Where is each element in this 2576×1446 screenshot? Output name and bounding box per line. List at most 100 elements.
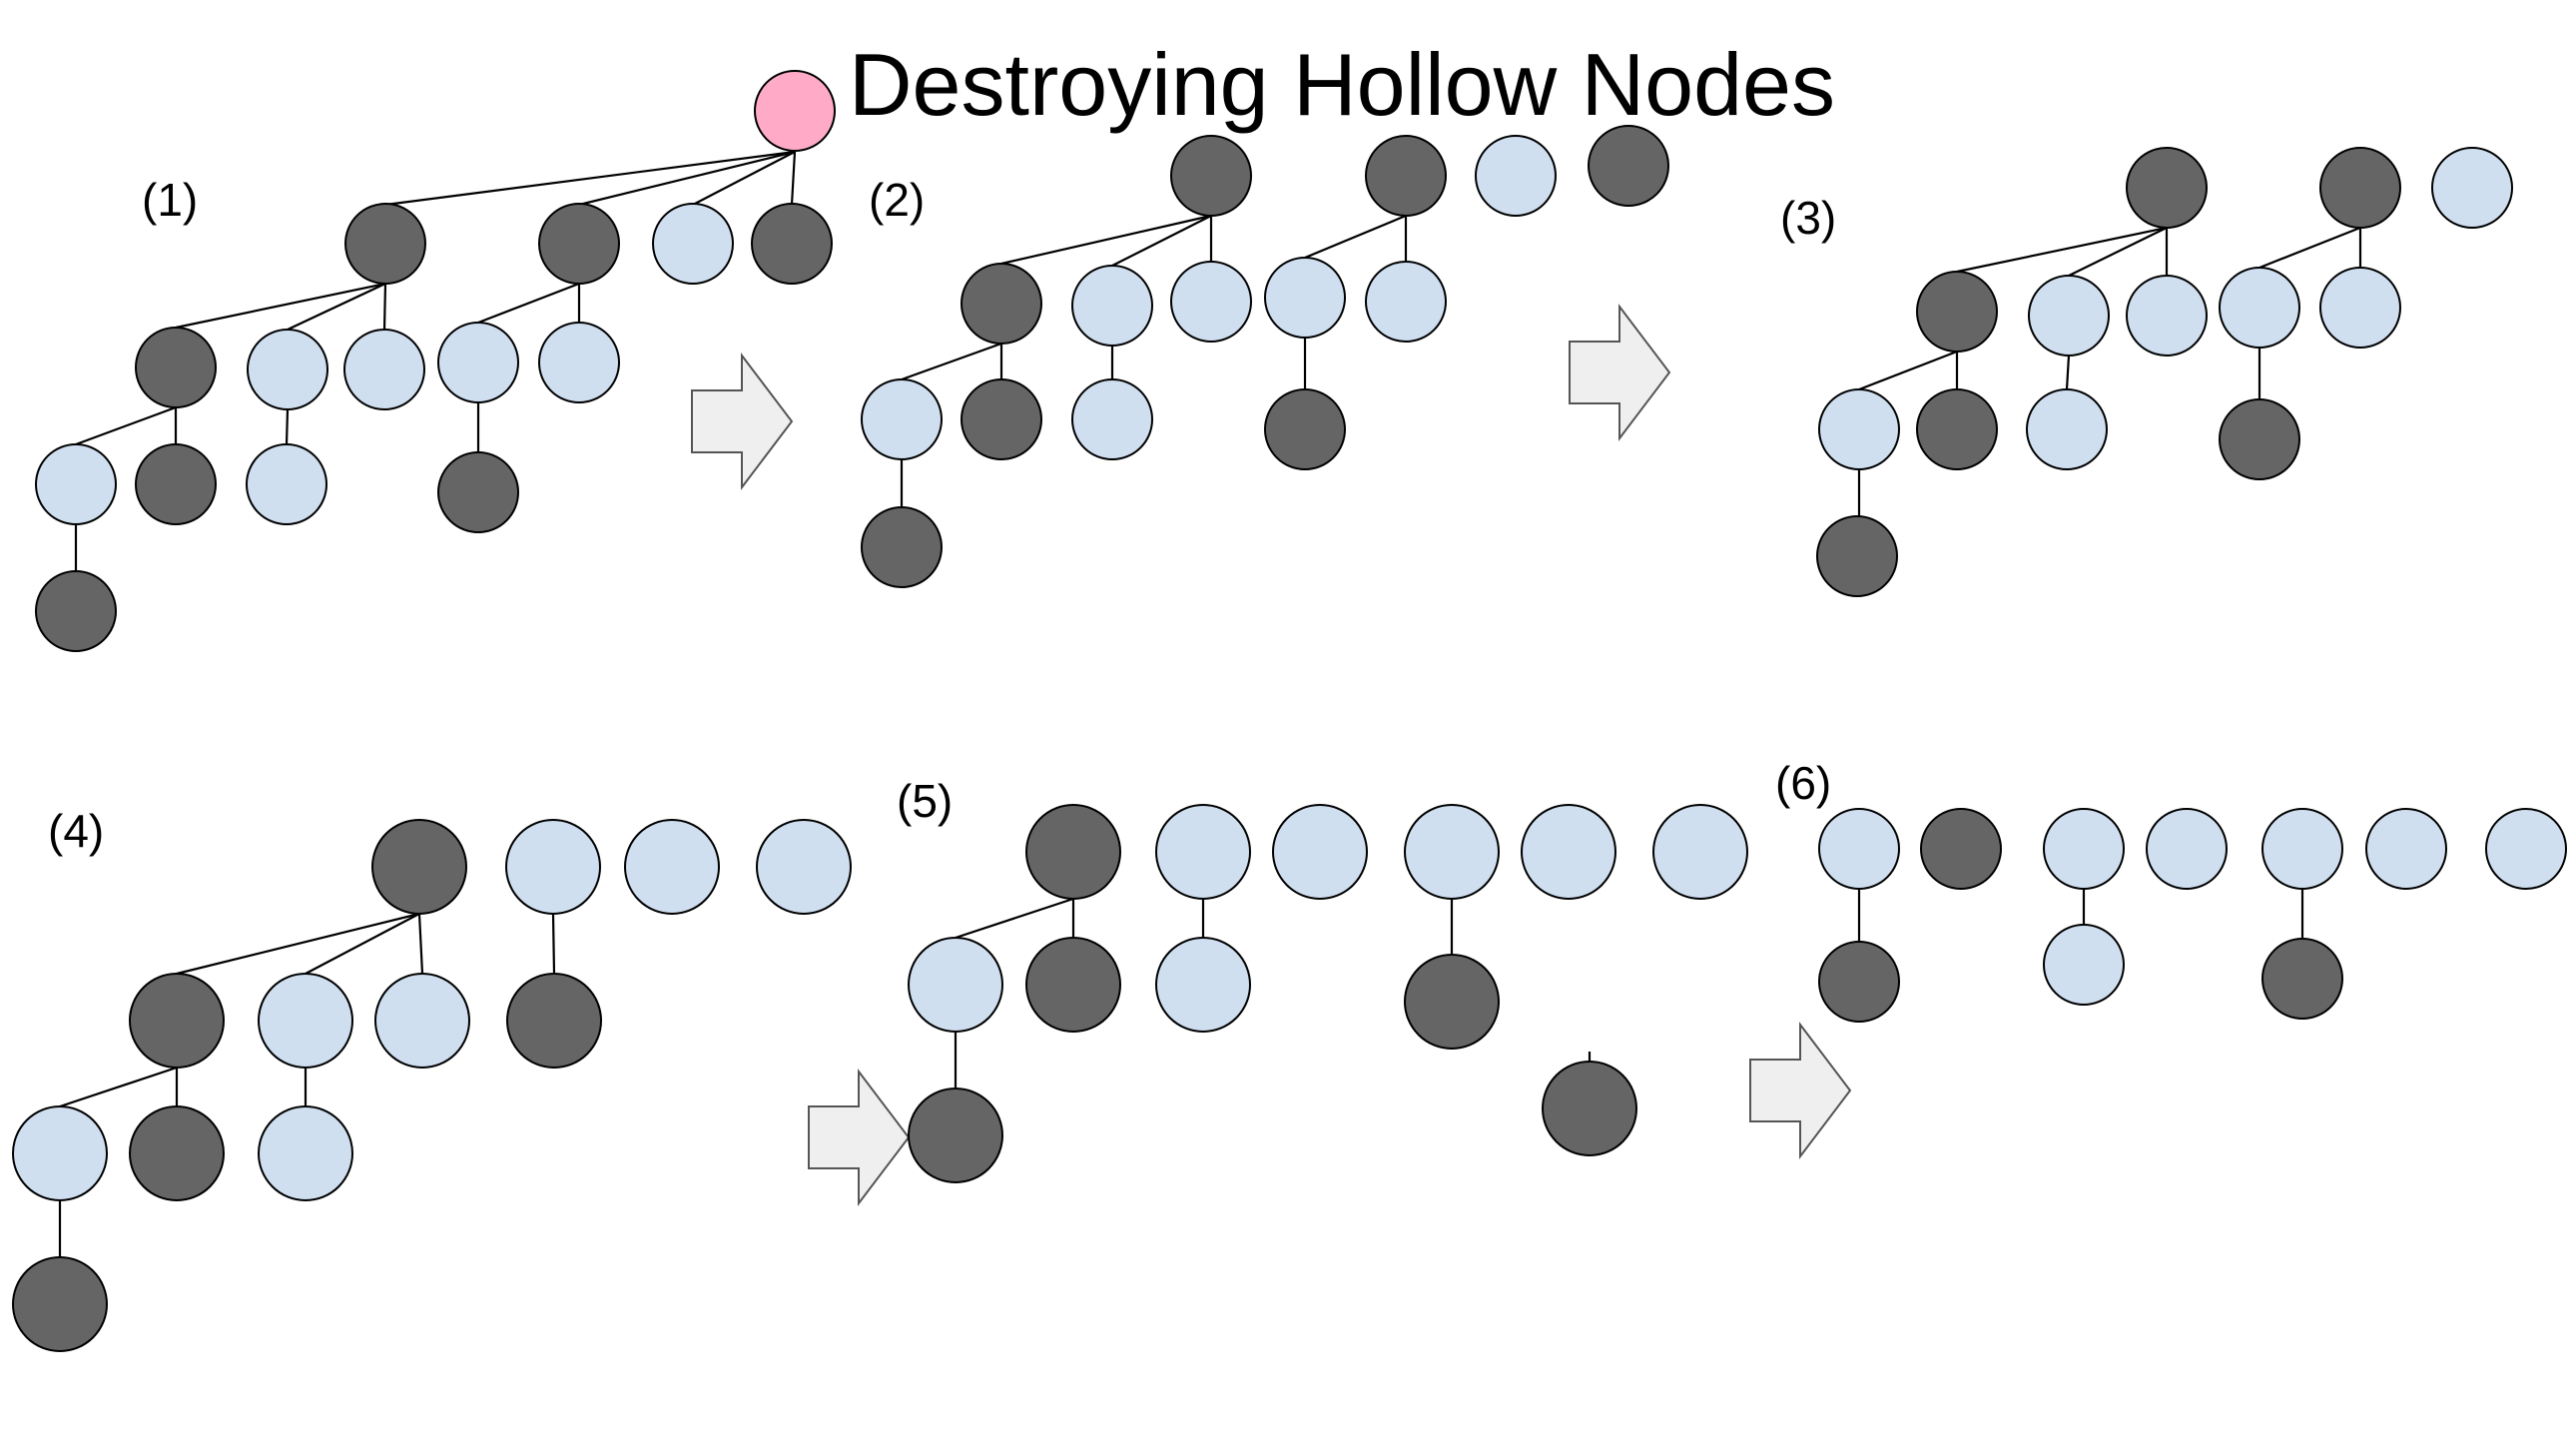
hollow-node — [1475, 135, 1557, 217]
tree-edge — [477, 282, 580, 325]
step-arrow-icon — [1749, 1022, 1852, 1159]
tree-edge — [75, 405, 177, 446]
panel-label-5: (5) — [897, 775, 953, 827]
hollow-node — [1365, 261, 1447, 343]
solid-node — [1025, 937, 1121, 1033]
solid-node — [437, 451, 519, 533]
solid-node — [961, 263, 1042, 345]
hollow-node — [1264, 257, 1346, 339]
panel-label-1: (1) — [142, 174, 198, 226]
solid-node — [1816, 515, 1898, 597]
tree-edge — [901, 342, 1002, 381]
solid-node — [135, 327, 217, 408]
solid-node — [344, 203, 426, 285]
hollow-node — [2219, 267, 2300, 349]
hollow-node — [1818, 388, 1900, 470]
hollow-node — [1170, 261, 1252, 343]
tree-edge — [384, 150, 796, 207]
step-arrow-icon — [1569, 304, 1671, 441]
hollow-node — [374, 973, 470, 1069]
hollow-node — [258, 1105, 353, 1201]
tree-edge — [578, 150, 796, 207]
arrows-layer — [691, 304, 1852, 1206]
tree-edge — [790, 151, 797, 206]
tree-edge — [1956, 226, 2168, 274]
hollow-node — [2365, 808, 2447, 890]
root-node — [754, 70, 836, 152]
step-arrow-icon — [808, 1069, 911, 1206]
tree-edge — [285, 408, 290, 445]
hollow-node — [2431, 147, 2513, 229]
tree-edge — [551, 913, 556, 975]
hollow-node — [908, 937, 1003, 1033]
hollow-node — [756, 819, 852, 915]
tree-edge — [176, 912, 420, 976]
hollow-node — [2043, 808, 2125, 890]
solid-node — [2126, 147, 2208, 229]
hollow-node — [1155, 804, 1251, 900]
hollow-node — [1521, 804, 1616, 900]
step-arrow-icon — [691, 353, 794, 490]
solid-node — [506, 973, 602, 1069]
hollow-node — [437, 322, 519, 403]
tree-edge — [287, 283, 386, 331]
hollow-node — [1818, 808, 1900, 890]
hollow-node — [2043, 924, 2125, 1006]
solid-node — [129, 1105, 225, 1201]
hollow-node — [247, 329, 328, 410]
tree-edge — [955, 897, 1074, 940]
edges-layer — [58, 150, 2362, 1257]
tree-edge — [59, 1066, 178, 1108]
hollow-node — [2261, 808, 2343, 890]
panel-label-3: (3) — [1780, 192, 1836, 244]
nodes-layer — [12, 70, 2567, 1352]
solid-node — [861, 506, 943, 588]
solid-node — [1264, 388, 1346, 470]
hollow-node — [1652, 804, 1748, 900]
solid-node — [1818, 941, 1900, 1023]
panel-label-4: (4) — [48, 805, 104, 857]
diagram-title: Destroying Hollow Nodes — [849, 35, 1835, 134]
solid-node — [751, 203, 833, 285]
solid-node — [1170, 135, 1252, 217]
hollow-node — [1155, 937, 1251, 1033]
panel-label-2: (2) — [869, 174, 925, 226]
hollow-node — [652, 203, 734, 285]
hollow-node — [2028, 275, 2110, 357]
solid-node — [371, 819, 467, 915]
solid-node — [538, 203, 620, 285]
tree-edge — [417, 913, 424, 975]
hollow-node — [2126, 275, 2208, 357]
hollow-node — [2026, 388, 2108, 470]
tree-edge — [175, 282, 386, 330]
tree-edge — [1858, 350, 1958, 391]
hollow-node — [12, 1105, 108, 1201]
hollow-node — [1071, 265, 1153, 347]
solid-node — [1542, 1061, 1637, 1156]
tree-edge — [1111, 215, 1212, 267]
hollow-node — [538, 322, 620, 403]
tree-edge — [1000, 214, 1212, 266]
solid-node — [1365, 135, 1447, 217]
tree-edge — [692, 151, 796, 206]
solid-node — [961, 378, 1042, 460]
hollow-node — [2146, 808, 2228, 890]
solid-node — [2219, 398, 2300, 480]
solid-node — [1916, 271, 1998, 353]
tree-edge — [305, 913, 420, 975]
hollow-node — [2319, 267, 2401, 349]
hollow-node — [1071, 378, 1153, 460]
panel-label-6: (6) — [1775, 757, 1831, 809]
tree-edge — [2258, 226, 2361, 270]
solid-node — [2261, 938, 2343, 1020]
hollow-node — [343, 329, 425, 410]
solid-node — [908, 1087, 1003, 1183]
hollow-node — [2485, 808, 2567, 890]
hollow-node — [35, 443, 117, 525]
solid-node — [1404, 954, 1500, 1050]
tree-edge — [1304, 214, 1407, 260]
solid-node — [12, 1256, 108, 1352]
hollow-node — [258, 973, 353, 1069]
tree-edge — [2065, 355, 2071, 390]
